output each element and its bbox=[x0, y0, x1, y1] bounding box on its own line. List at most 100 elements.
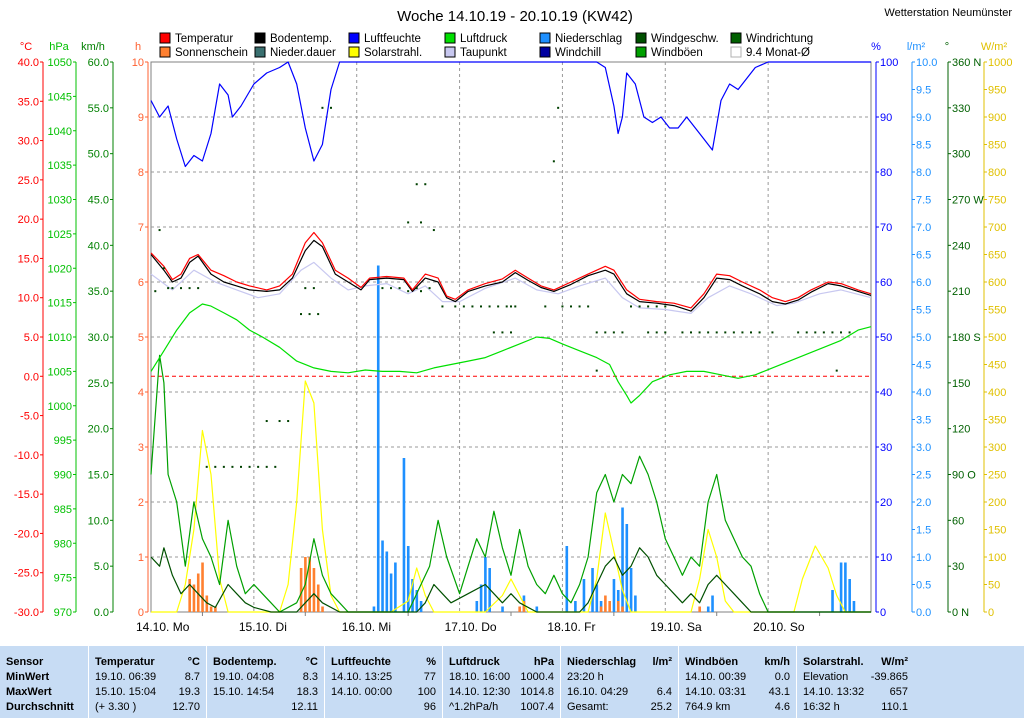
stats-cell-label: Gesamt: bbox=[567, 701, 609, 713]
axis-deg-unit: ° bbox=[945, 41, 949, 53]
axis-c-tick-label: -15.0 bbox=[14, 489, 39, 501]
stats-col-header: Luftdruck bbox=[449, 656, 500, 668]
axis-c-tick-label: -25.0 bbox=[14, 568, 39, 580]
axis-w-m-tick-label: 900 bbox=[988, 112, 1006, 124]
wind-direction-dot bbox=[655, 305, 658, 308]
wind-direction-dot bbox=[265, 465, 268, 468]
bar-niederschlag bbox=[848, 579, 851, 612]
wind-direction-dot bbox=[205, 465, 208, 468]
stats-col-unit: hPa bbox=[533, 656, 554, 668]
x-tick-label: 15.10. Di bbox=[239, 620, 287, 634]
axis-km-h-tick-label: 20.0 bbox=[88, 424, 109, 436]
weather-week-chart: Woche 14.10.19 - 20.10.19 (KW42) Wetters… bbox=[14, 7, 1013, 634]
axis-l-m-tick-label: 9.5 bbox=[916, 85, 931, 97]
axis-l-m-tick-label: 8.0 bbox=[916, 167, 931, 179]
axis--tick-label: 0 bbox=[880, 607, 886, 619]
stats-col-unit: % bbox=[426, 656, 436, 668]
wind-direction-dot bbox=[171, 287, 174, 290]
legend-swatch-solarstrahl bbox=[348, 46, 360, 58]
x-tick-label: 19.10. Sa bbox=[650, 620, 702, 634]
stats-cell-label: 14.10. 00:39 bbox=[685, 671, 747, 683]
stats-cell-value: -39.865 bbox=[870, 671, 908, 683]
legend-swatch-windgeschw bbox=[635, 32, 647, 44]
wind-direction-dot bbox=[647, 305, 650, 308]
wind-direction-dot bbox=[655, 331, 658, 334]
wind-direction-dot bbox=[848, 331, 851, 334]
axis-hpa-tick-label: 1035 bbox=[48, 160, 72, 172]
stats-col-bodentemp: Bodentemp. °C 19.10. 04:08 8.3 15.10. 14:54 1… bbox=[206, 646, 324, 718]
stats-cell-label: 764.9 km bbox=[685, 701, 731, 713]
wind-direction-dot bbox=[424, 183, 427, 186]
wind-direction-dot bbox=[407, 290, 410, 293]
bar-niederschlag bbox=[406, 546, 410, 612]
x-tick-label: 16.10. Mi bbox=[342, 620, 391, 634]
stats-cell-label: 14.10. 13:32 bbox=[803, 686, 865, 698]
axis-hpa-tick-label: 1030 bbox=[48, 195, 72, 207]
wind-direction-dot bbox=[814, 331, 817, 334]
bar-sonnenschein bbox=[518, 606, 521, 612]
axis-l-m-tick-label: 4.5 bbox=[916, 360, 931, 372]
stats-col-header: Windböen bbox=[685, 656, 739, 668]
stats-col-header: Solarstrahl. bbox=[803, 656, 864, 668]
stats-cell-value: 0.0 bbox=[774, 671, 790, 683]
wind-direction-dot bbox=[415, 183, 418, 186]
wind-direction-dot bbox=[158, 229, 161, 232]
axis-l-m-tick-label: 2.5 bbox=[916, 470, 931, 482]
stats-cell-label: 16.10. 04:29 bbox=[567, 686, 629, 698]
axis-h-tick-label: 4 bbox=[138, 387, 144, 399]
axis-hpa-tick-label: 975 bbox=[54, 573, 72, 585]
stats-cell-value: 12.11 bbox=[291, 701, 318, 713]
bar-sonnenschein bbox=[308, 557, 311, 612]
axis-hpa-tick-label: 1000 bbox=[48, 401, 72, 413]
axis-hpa-tick-label: 1020 bbox=[48, 263, 72, 275]
wind-direction-dot bbox=[197, 287, 200, 290]
bar-niederschlag bbox=[574, 601, 577, 612]
wind-direction-dot bbox=[758, 331, 761, 334]
bar-niederschlag bbox=[376, 265, 380, 612]
axis-l-m-tick-label: 9.0 bbox=[916, 112, 931, 124]
axis-l-m-tick-label: 7.0 bbox=[916, 222, 931, 234]
axis-l-m-tick-label: 1.5 bbox=[916, 525, 931, 537]
stats-cell-label: 14.10. 12:30 bbox=[449, 686, 511, 698]
axis-w-m-tick-label: 0 bbox=[988, 607, 994, 619]
wind-direction-dot bbox=[690, 331, 692, 334]
stats-col-unit: °C bbox=[305, 656, 318, 668]
wind-direction-dot bbox=[420, 221, 422, 224]
axis-h-tick-label: 7 bbox=[138, 222, 144, 234]
axis-c-unit: °C bbox=[20, 41, 32, 53]
stats-cell-value: 8.3 bbox=[302, 671, 318, 683]
axis-h-tick-label: 10 bbox=[132, 57, 144, 69]
axis-deg-tick-label: 360 N bbox=[952, 57, 981, 69]
axis-l-m-tick-label: 8.5 bbox=[916, 140, 931, 152]
wind-direction-dot bbox=[501, 331, 504, 334]
wind-direction-dot bbox=[578, 305, 581, 308]
bar-niederschlag bbox=[385, 551, 389, 612]
bar-sonnenschein bbox=[196, 573, 200, 612]
stats-cell-value: 1014.8 bbox=[520, 686, 554, 698]
axis-hpa-tick-label: 1015 bbox=[48, 298, 72, 310]
bar-sonnenschein bbox=[192, 584, 196, 612]
axis-km-h-tick-label: 60.0 bbox=[88, 57, 109, 69]
stats-col-header: Temperatur bbox=[95, 656, 155, 668]
axis-l-m-tick-label: 4.0 bbox=[916, 387, 931, 399]
axis-w-m-tick-label: 100 bbox=[988, 552, 1006, 564]
bar-niederschlag bbox=[844, 562, 847, 612]
wind-direction-dot bbox=[664, 305, 667, 308]
wind-direction-dot bbox=[287, 420, 290, 423]
x-tick-label: 18.10. Fr bbox=[547, 620, 595, 634]
axis-h-tick-label: 8 bbox=[138, 167, 144, 179]
stats-cell-label: 19.10. 04:08 bbox=[213, 671, 275, 683]
axis-hpa-tick-label: 1045 bbox=[48, 91, 72, 103]
wind-direction-dot bbox=[557, 106, 560, 109]
stats-cell-value: 1007.4 bbox=[520, 701, 554, 713]
bar-sonnenschein bbox=[608, 601, 611, 612]
stats-cell-value: 100 bbox=[417, 686, 436, 698]
bar-sonnenschein bbox=[299, 568, 303, 612]
bar-niederschlag bbox=[381, 540, 384, 612]
wind-direction-dot bbox=[681, 331, 684, 334]
legend-swatch-sonnenschein bbox=[159, 46, 171, 58]
wind-direction-dot bbox=[381, 287, 384, 290]
stats-cell-value: 25.2 bbox=[650, 701, 672, 713]
wind-direction-dot bbox=[300, 313, 302, 316]
bar-sonnenschein bbox=[188, 579, 191, 612]
